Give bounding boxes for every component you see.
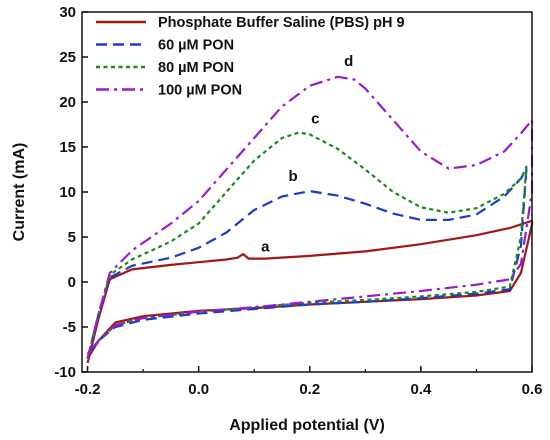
ticks-layer: -0.2 0.0 0.2 0.4 0.6 -10 -5 0 5 10 15 20 25 30 [54, 4, 542, 398]
curve-label-d: d [344, 53, 353, 70]
curve-label-b: b [289, 168, 298, 185]
y-tick-label: -5 [63, 319, 76, 336]
y-tick-label: 15 [59, 139, 76, 156]
curve-labels: a b c d [261, 53, 353, 255]
series-line-d [86, 75, 534, 359]
legend-entry-a: Phosphate Buffer Saline (PBS) pH 9 [158, 15, 405, 31]
x-tick-label: -0.2 [75, 381, 101, 398]
x-tick-label: 0.6 [522, 381, 543, 398]
y-tick-label: -10 [54, 364, 76, 381]
legend: Phosphate Buffer Saline (PBS) pH 9 60 µM … [96, 15, 405, 99]
legend-entry-b: 60 µM PON [158, 38, 234, 54]
x-tick-label: 0.4 [410, 381, 432, 398]
y-tick-label: 20 [59, 94, 76, 111]
series-line-c [86, 131, 528, 359]
x-axis-title: Applied potential (V) [229, 417, 385, 434]
y-tick-label: 5 [68, 229, 76, 246]
legend-entry-c: 80 µM PON [158, 60, 234, 76]
series-layer [86, 75, 534, 364]
y-axis-title: Current (mA) [11, 143, 28, 242]
y-tick-label: 0 [68, 274, 76, 291]
series-line-b [86, 168, 528, 359]
curve-label-a: a [261, 238, 270, 255]
curve-label-c: c [311, 111, 319, 128]
x-tick-label: 0.0 [188, 381, 209, 398]
y-tick-label: 25 [59, 49, 76, 66]
y-tick-label: 10 [59, 184, 76, 201]
legend-entry-d: 100 µM PON [158, 83, 242, 99]
y-tick-label: 30 [59, 4, 76, 21]
x-tick-label: 0.2 [299, 381, 320, 398]
